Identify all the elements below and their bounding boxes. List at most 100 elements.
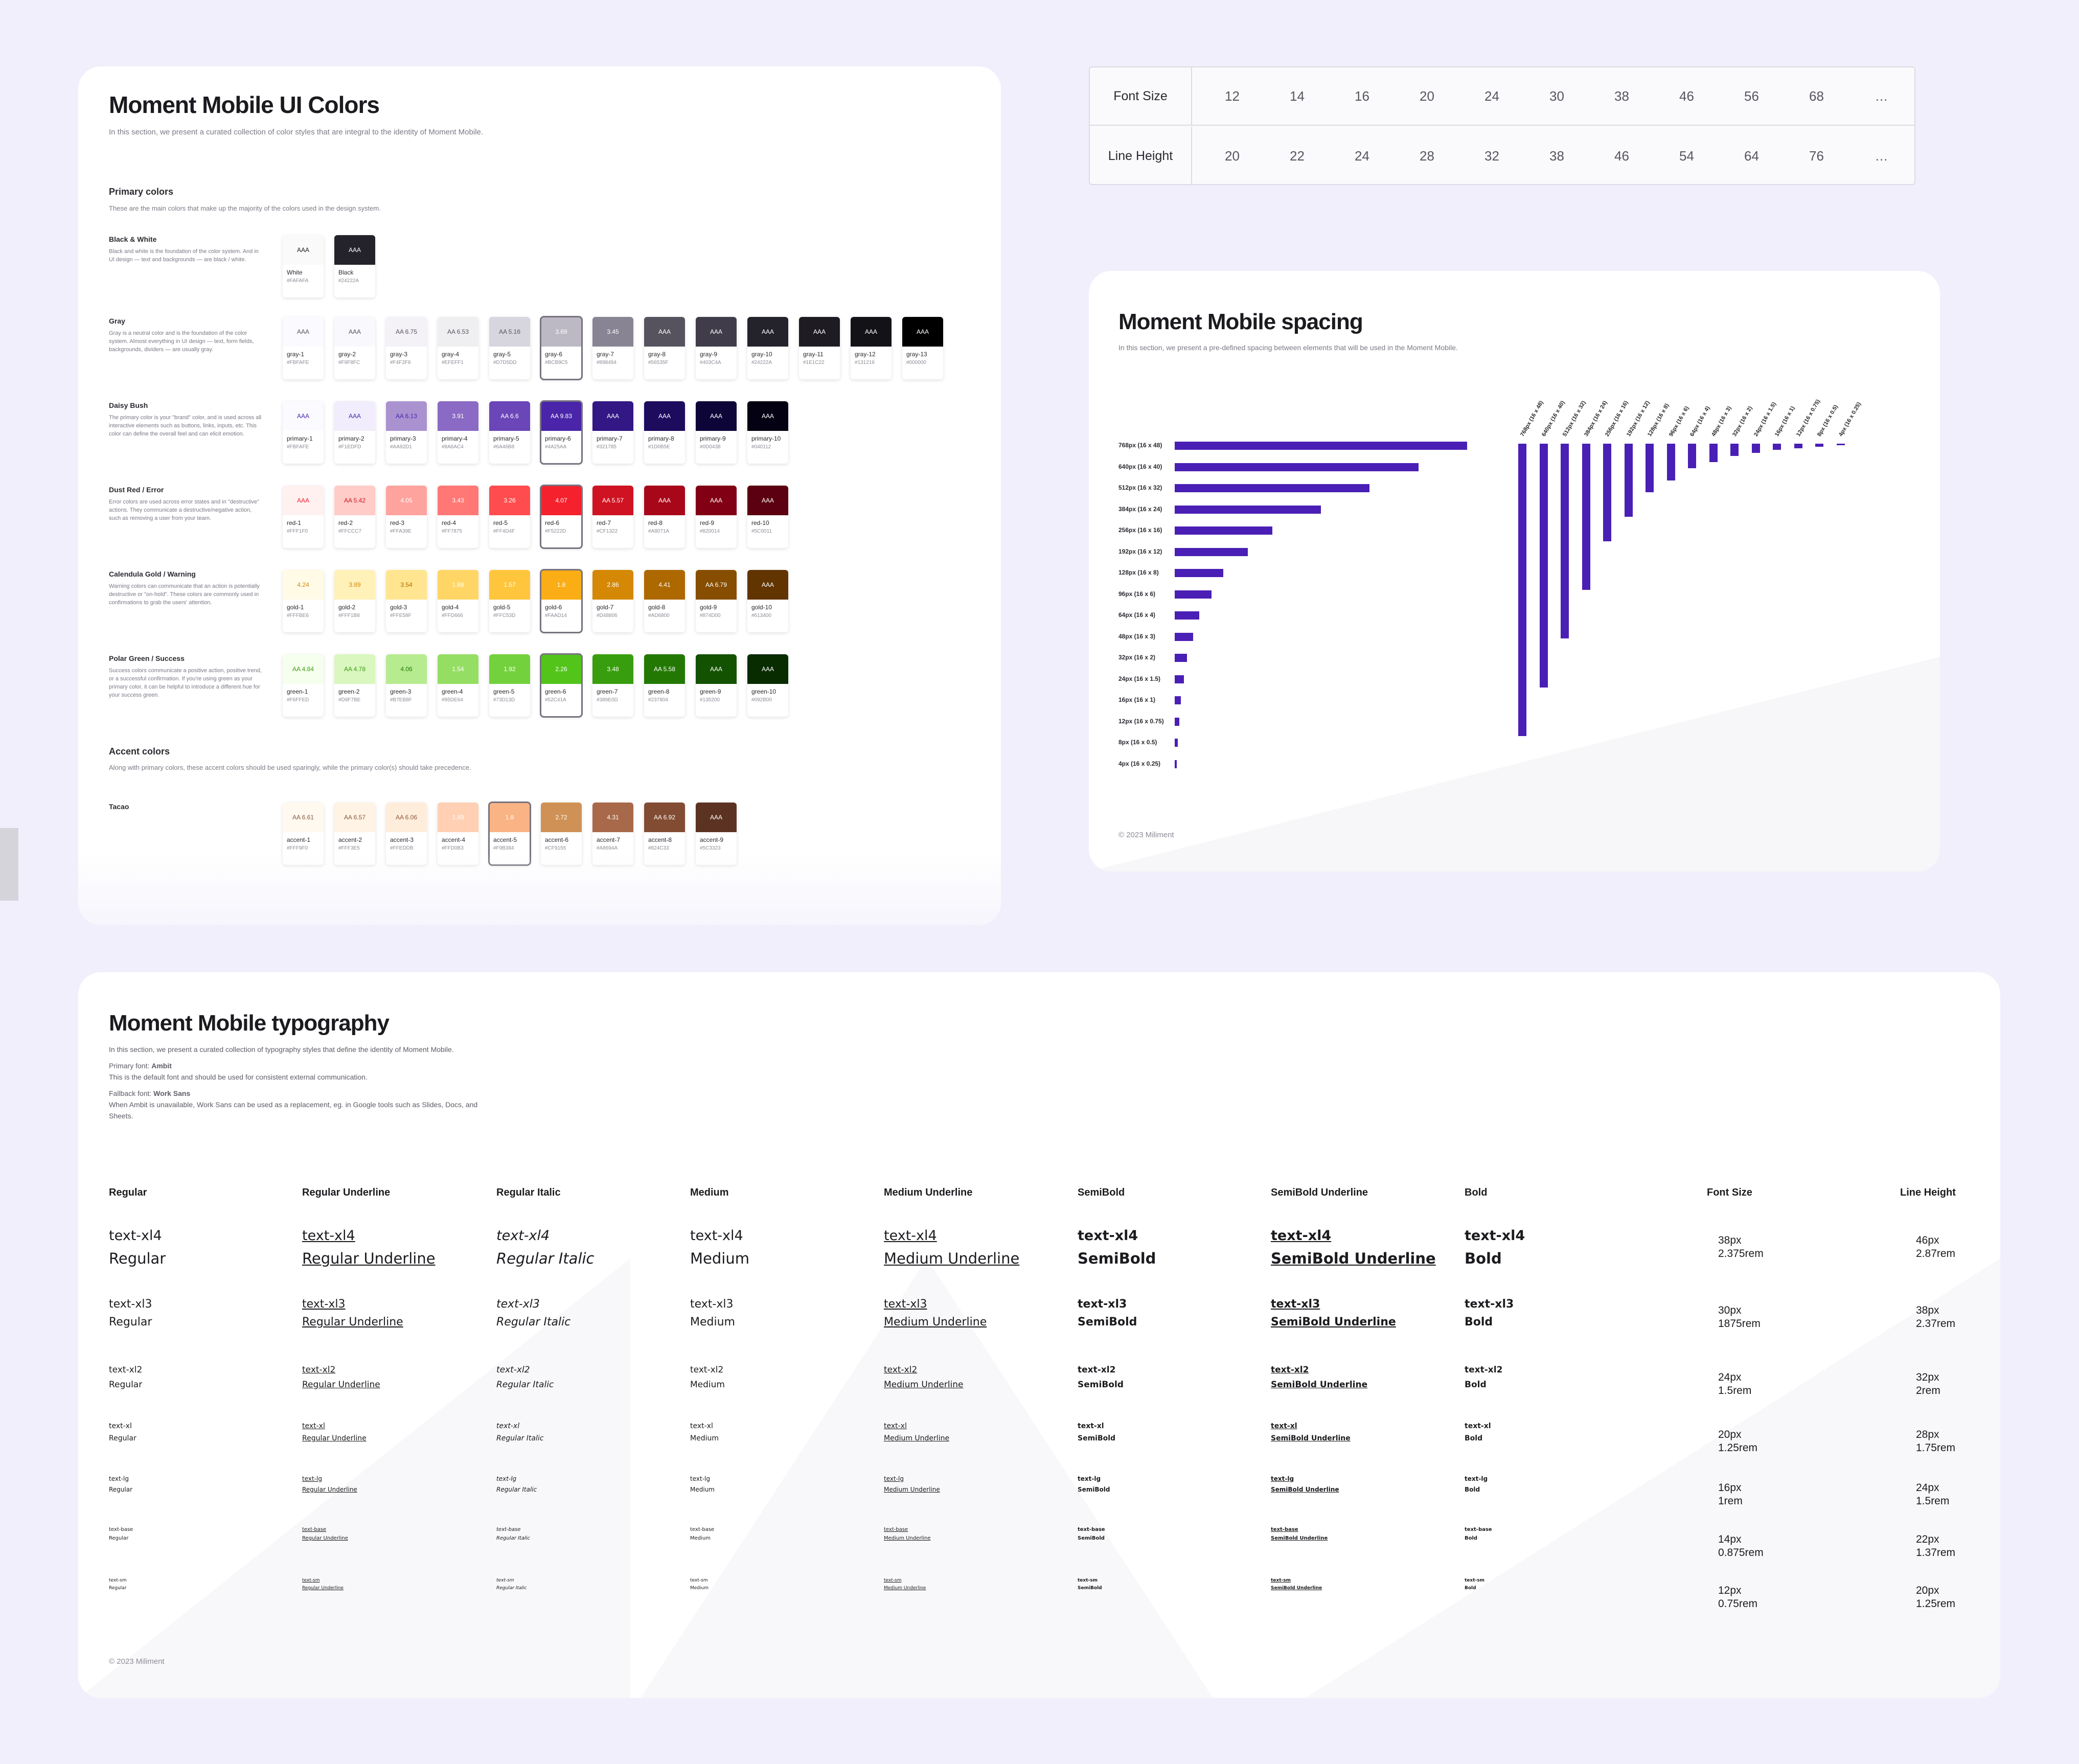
type-sample: text-xl2 SemiBold Underline: [1271, 1365, 1367, 1390]
color-swatch[interactable]: 4.05 red-3 #FFA39E: [386, 486, 427, 548]
color-swatch[interactable]: 3.43 red-4 #FF7875: [438, 486, 478, 548]
swatch-hex: #389E0D: [597, 697, 618, 703]
color-swatch[interactable]: 3.48 green-7 #389E0D: [592, 654, 633, 717]
color-swatch[interactable]: 4.24 gold-1 #FFFBE6: [283, 570, 324, 632]
swatch-contrast-label: AAA: [799, 317, 840, 347]
color-group-desc: Success colors communicate a positive ac…: [109, 668, 262, 698]
color-swatch[interactable]: 1.8 gold-6 #FAAD14: [540, 569, 583, 633]
swatch-hex: #A8071A: [648, 529, 670, 534]
color-swatch[interactable]: AAA primary-2 #F1EDFD: [334, 401, 375, 464]
type-sample-token: text-lg: [1465, 1475, 1488, 1482]
type-sample: text-lg Bold: [1465, 1475, 1488, 1493]
swatch-name: accent-5: [493, 836, 517, 843]
color-swatch[interactable]: 2.26 green-6 #52C41A: [540, 653, 583, 718]
type-sample-style: Regular: [109, 1536, 129, 1541]
type-sample: text-xl3 Regular Italic: [496, 1298, 570, 1328]
color-swatch[interactable]: 1.54 green-4 #95DE64: [438, 654, 478, 717]
swatch-name: gray-8: [648, 351, 666, 358]
type-sample: text-lg SemiBold Underline: [1271, 1475, 1339, 1493]
swatch-contrast-label: 1.57: [489, 570, 530, 600]
color-swatch[interactable]: 1.92 green-5 #73D13D: [489, 654, 530, 717]
font-size-value: …: [1875, 88, 1888, 104]
color-swatch[interactable]: AAA gray-2 #F9F8FC: [334, 317, 375, 379]
color-swatch[interactable]: AAA primary-9 #0D0438: [696, 401, 737, 464]
line-height-measure: 20px 1.25rem: [1916, 1584, 1955, 1611]
color-swatch[interactable]: 3.26 red-5 #FF4D4F: [489, 486, 530, 548]
color-swatch[interactable]: AA 6.53 gray-4 #EFEFF1: [438, 317, 478, 379]
color-swatch[interactable]: AA 5.57 red-7 #CF1322: [592, 486, 633, 548]
color-swatch[interactable]: AAA red-9 #820014: [696, 486, 737, 548]
color-swatch[interactable]: 4.41 gold-8 #AD6800: [644, 570, 685, 632]
font-size-px: 12px: [1718, 1585, 1742, 1596]
color-swatch[interactable]: AAA red-8 #A8071A: [644, 486, 685, 548]
color-swatch[interactable]: AAA primary-7 #321785: [592, 401, 633, 464]
color-swatch[interactable]: AAA green-10 #092B00: [747, 654, 788, 717]
type-sample-style: SemiBold: [1078, 1434, 1116, 1442]
color-swatch[interactable]: 3.54 gold-3 #FFE58F: [386, 570, 427, 632]
color-swatch[interactable]: 3.69 gray-6 #BCB9C5: [540, 316, 583, 380]
spacing-vertical-bar: [1646, 444, 1654, 493]
color-swatch[interactable]: AAA primary-1 #FBFAFE: [283, 401, 324, 464]
color-swatch[interactable]: AAA gray-12 #131216: [851, 317, 892, 379]
color-swatch[interactable]: AA 6.6 primary-5 #6A46B8: [489, 401, 530, 464]
color-swatch[interactable]: AAA primary-8 #1D0B5E: [644, 401, 685, 464]
line-height-px: 28px: [1916, 1429, 1939, 1440]
color-swatch[interactable]: AA 4.78 green-2 #D9F7BE: [334, 654, 375, 717]
type-sample-token: text-xl3: [1465, 1298, 1514, 1311]
color-swatch[interactable]: AAA gray-1 #FBFAFE: [283, 317, 324, 379]
color-swatch[interactable]: AAA gray-9 #403C4A: [696, 317, 737, 379]
color-swatch[interactable]: AA 5.42 red-2 #FFCCC7: [334, 486, 375, 548]
color-swatch[interactable]: AAA gray-11 #1E1C22: [799, 317, 840, 379]
color-swatch[interactable]: 4.06 green-3 #B7EB8F: [386, 654, 427, 717]
color-swatch[interactable]: 3.45 gray-7 #898494: [592, 317, 633, 379]
color-swatch[interactable]: AA 6.75 gray-3 #F4F2F6: [386, 317, 427, 379]
swatch-name: accent-9: [700, 836, 724, 843]
type-sample: text-xl4 Regular Italic: [496, 1228, 595, 1267]
swatch-name: accent-7: [597, 836, 621, 843]
swatch-hex: #FFF9F0: [287, 845, 308, 851]
side-scroll-handle[interactable]: [0, 828, 18, 901]
type-sample-token: text-xl4: [109, 1228, 162, 1244]
color-swatch[interactable]: AA 5.16 gray-5 #D7D5DD: [489, 317, 530, 379]
color-swatch[interactable]: AAA gray-10 #24222A: [747, 317, 788, 379]
swatch-contrast-label: AAA: [644, 486, 685, 515]
color-swatch[interactable]: AA 6.79 gold-9 #874D00: [696, 570, 737, 632]
color-swatch[interactable]: 2.86 gold-7 #D48806: [592, 570, 633, 632]
color-swatch[interactable]: AAA red-1 #FFF1F0: [283, 486, 324, 548]
color-swatch[interactable]: AAA red-10 #5C0011: [747, 486, 788, 548]
swatch-contrast-label: AA 6.6: [489, 401, 530, 431]
spacing-label: 16px (16 x 1): [1118, 696, 1156, 703]
swatch-row: AAA White #FAFAFA AAA Black #24222A: [283, 235, 375, 297]
color-swatch[interactable]: 3.89 gold-2 #FFF1B8: [334, 570, 375, 632]
swatch-name: gray-13: [906, 351, 927, 358]
background-shape: [1089, 657, 1940, 872]
swatch-name: green-6: [545, 688, 566, 695]
type-sample-token: text-base: [690, 1527, 715, 1532]
type-sample-style: Medium: [690, 1536, 711, 1541]
color-swatch[interactable]: AAA Black #24222A: [334, 235, 375, 297]
color-swatch[interactable]: AAA gray-8 #56535F: [644, 317, 685, 379]
swatch-hex: #FFA39E: [390, 529, 412, 534]
swatch-hex: #0D0438: [700, 444, 721, 450]
color-swatch[interactable]: 3.91 primary-4 #8A6AC4: [438, 401, 478, 464]
typography-intro: In this section, we present a curated co…: [109, 1045, 454, 1053]
color-swatch[interactable]: AA 9.83 primary-6 #4A25AA: [540, 400, 583, 465]
spacing-vertical-bar: [1518, 444, 1526, 736]
type-sample-style: SemiBold: [1078, 1250, 1156, 1267]
color-swatch[interactable]: 1.88 gold-4 #FFD666: [438, 570, 478, 632]
color-swatch[interactable]: 1.57 gold-5 #FFC53D: [489, 570, 530, 632]
color-swatch[interactable]: AAA White #FAFAFA: [283, 235, 324, 297]
color-swatch[interactable]: AAA primary-10 #040112: [747, 401, 788, 464]
color-swatch[interactable]: AAA green-9 #135200: [696, 654, 737, 717]
color-swatch[interactable]: AAA gold-10 #613400: [747, 570, 788, 632]
type-sample-style: Regular: [109, 1486, 133, 1493]
color-swatch[interactable]: AA 4.84 green-1 #F6FFED: [283, 654, 324, 717]
color-swatch[interactable]: AA 5.58 green-8 #237804: [644, 654, 685, 717]
color-swatch[interactable]: AAA gray-13 #000000: [902, 317, 943, 379]
swatch-contrast-label: AA 4.84: [283, 654, 324, 684]
color-swatch[interactable]: AA 6.13 primary-3 #AA92D1: [386, 401, 427, 464]
line-height-value: 76: [1809, 148, 1824, 164]
swatch-contrast-label: AAA: [747, 654, 788, 684]
type-sample-style: Bold: [1465, 1434, 1483, 1442]
color-swatch[interactable]: 4.07 red-6 #F5222D: [540, 485, 583, 549]
